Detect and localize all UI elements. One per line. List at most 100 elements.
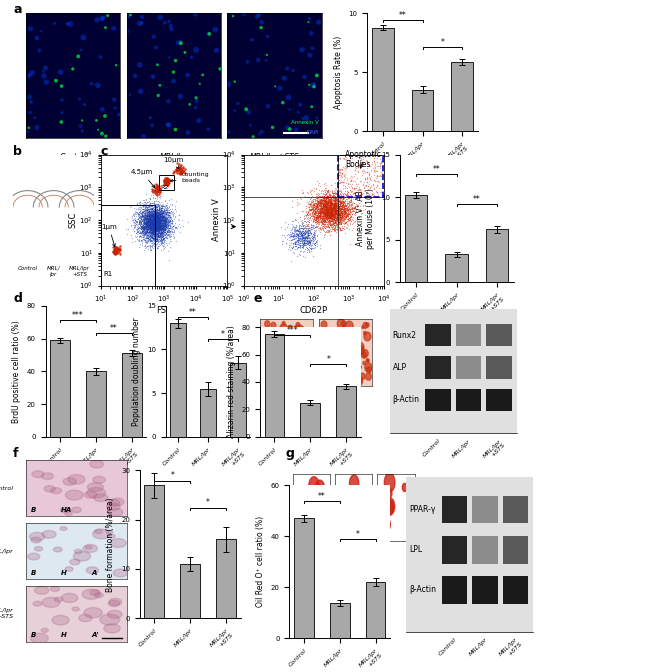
Point bbox=[305, 184, 315, 195]
Point bbox=[151, 206, 161, 217]
Point bbox=[358, 179, 368, 190]
Point bbox=[143, 216, 153, 226]
Point bbox=[148, 229, 159, 240]
Point bbox=[371, 151, 382, 162]
Point bbox=[114, 243, 124, 253]
Point bbox=[152, 214, 162, 224]
Point bbox=[326, 225, 337, 236]
Point bbox=[328, 217, 339, 228]
Point bbox=[156, 212, 166, 223]
Point bbox=[158, 221, 168, 232]
Point bbox=[331, 195, 341, 206]
Point bbox=[150, 214, 161, 224]
Point bbox=[330, 221, 340, 232]
Point bbox=[151, 212, 161, 223]
Point bbox=[152, 59, 162, 70]
Point bbox=[150, 215, 161, 226]
Point bbox=[323, 213, 333, 224]
Point bbox=[298, 233, 309, 243]
Point bbox=[320, 206, 330, 217]
Point bbox=[144, 223, 154, 234]
Point bbox=[318, 206, 328, 217]
Point bbox=[324, 215, 335, 226]
Point bbox=[316, 214, 326, 225]
Point bbox=[337, 199, 348, 210]
Point bbox=[155, 218, 165, 229]
Point bbox=[151, 236, 162, 247]
Point bbox=[290, 239, 300, 249]
Point bbox=[332, 222, 343, 233]
Point bbox=[322, 209, 333, 220]
Point bbox=[352, 212, 362, 222]
Point bbox=[318, 203, 328, 214]
Point bbox=[145, 221, 155, 232]
Point bbox=[163, 205, 174, 216]
Point bbox=[157, 211, 167, 222]
Point bbox=[160, 213, 170, 224]
Point bbox=[144, 220, 154, 231]
Point bbox=[301, 236, 311, 247]
Point bbox=[151, 220, 161, 230]
Point bbox=[157, 202, 167, 213]
Point bbox=[328, 207, 338, 218]
Point bbox=[133, 215, 143, 226]
Point bbox=[306, 215, 317, 226]
Point bbox=[339, 196, 349, 207]
Point bbox=[158, 211, 168, 222]
Point bbox=[133, 208, 144, 218]
Point bbox=[157, 222, 167, 233]
Point bbox=[343, 219, 353, 230]
Point bbox=[290, 244, 300, 255]
Point bbox=[144, 214, 154, 225]
Point bbox=[150, 218, 160, 228]
Point bbox=[363, 184, 373, 195]
Point bbox=[334, 209, 345, 220]
Point bbox=[148, 243, 159, 253]
Point bbox=[330, 196, 341, 206]
Circle shape bbox=[296, 323, 300, 327]
Point bbox=[313, 208, 323, 218]
Circle shape bbox=[298, 372, 306, 382]
Point bbox=[136, 221, 146, 232]
Point bbox=[151, 229, 161, 240]
Point bbox=[157, 226, 168, 237]
Point bbox=[133, 210, 143, 220]
Point bbox=[321, 205, 332, 216]
Point bbox=[147, 216, 157, 226]
Point bbox=[146, 214, 156, 225]
Point bbox=[304, 192, 314, 202]
Point bbox=[151, 213, 161, 224]
Point bbox=[134, 219, 144, 230]
Circle shape bbox=[384, 499, 393, 515]
Point bbox=[326, 194, 336, 205]
Point bbox=[322, 198, 332, 209]
Point bbox=[317, 212, 328, 222]
Point bbox=[322, 209, 333, 220]
Point bbox=[346, 190, 356, 200]
Point bbox=[154, 231, 164, 242]
Point bbox=[149, 200, 159, 210]
Point bbox=[165, 226, 176, 237]
Point bbox=[298, 223, 308, 234]
Point bbox=[157, 216, 167, 226]
Point bbox=[317, 224, 328, 235]
Point bbox=[302, 224, 312, 235]
Point bbox=[136, 223, 147, 234]
Point bbox=[319, 214, 330, 225]
Point bbox=[146, 235, 156, 245]
Point bbox=[153, 221, 163, 232]
Point bbox=[151, 224, 162, 235]
Point bbox=[145, 241, 155, 251]
Point bbox=[335, 204, 345, 214]
Point bbox=[141, 226, 151, 237]
Point bbox=[144, 235, 155, 246]
Point bbox=[140, 237, 150, 247]
Point bbox=[151, 214, 161, 225]
Point bbox=[315, 204, 325, 215]
Point bbox=[148, 214, 159, 225]
Point bbox=[113, 245, 124, 255]
Point bbox=[153, 206, 163, 217]
Point bbox=[150, 218, 161, 229]
Point bbox=[317, 195, 328, 206]
Point bbox=[161, 177, 171, 187]
